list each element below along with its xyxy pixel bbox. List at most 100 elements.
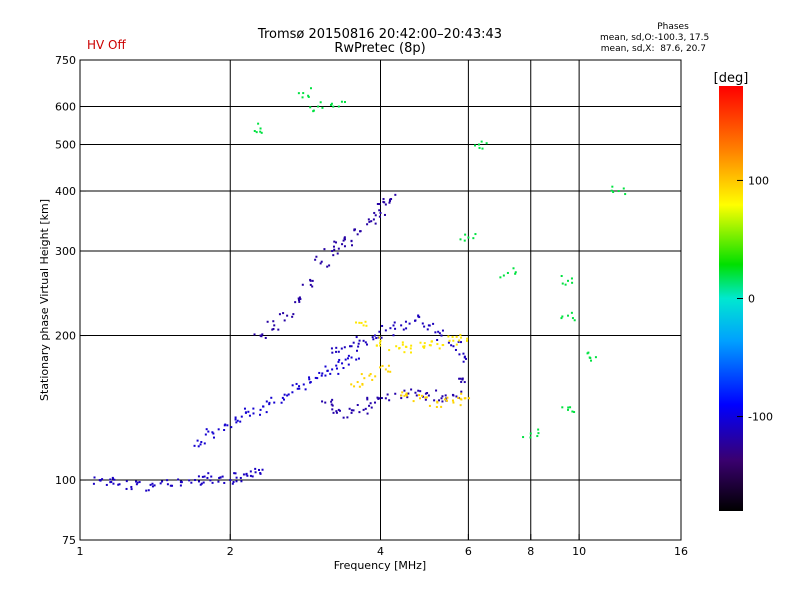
y-tick-label: 200	[55, 330, 76, 343]
data-point-scatter	[424, 396, 427, 399]
data-point-scatter	[388, 200, 391, 203]
data-point	[463, 381, 466, 384]
y-axis-label: Stationary phase Virtual Height [km]	[38, 199, 51, 401]
data-point-scatter	[246, 474, 249, 477]
data-point	[384, 203, 387, 206]
data-point-scatter	[101, 478, 104, 481]
data-point-scatter	[437, 330, 440, 333]
data-point-scatter	[379, 366, 382, 369]
data-point	[286, 394, 289, 397]
data-point-scatter	[376, 202, 379, 205]
y-tick-label: 600	[55, 101, 76, 114]
data-point-scatter	[291, 391, 294, 394]
data-point-scatter	[200, 482, 203, 485]
data-point-scatter	[259, 413, 262, 416]
data-point-scatter	[235, 421, 238, 424]
data-point-scatter	[343, 245, 346, 248]
data-point-scatter	[447, 335, 450, 338]
data-point-scatter	[466, 337, 469, 340]
data-point-scatter	[419, 341, 422, 344]
data-point-scatter	[309, 278, 312, 281]
data-point-scatter	[326, 265, 329, 268]
data-point-scatter	[380, 336, 383, 339]
data-point-scatter	[459, 238, 462, 241]
data-point-scatter	[179, 484, 182, 487]
data-point-scatter	[421, 322, 424, 325]
data-point-scatter	[379, 344, 382, 347]
data-point-scatter	[561, 406, 564, 409]
data-point	[440, 397, 443, 400]
data-point-scatter	[240, 415, 243, 418]
data-point-scatter	[177, 478, 180, 481]
data-point-scatter	[335, 346, 338, 349]
data-point-scatter	[374, 375, 377, 378]
data-point-scatter	[342, 239, 345, 242]
data-point	[436, 343, 439, 346]
data-point-scatter	[364, 407, 367, 410]
data-point-scatter	[536, 435, 539, 438]
data-point-scatter	[360, 321, 363, 324]
data-point-scatter	[561, 315, 564, 318]
data-point-scatter	[365, 324, 368, 327]
data-point-scatter	[196, 439, 199, 442]
data-point-scatter	[405, 327, 408, 330]
data-point	[298, 300, 301, 303]
data-point-scatter	[343, 236, 346, 239]
data-point-scatter	[203, 475, 206, 478]
data-point-scatter	[537, 432, 540, 435]
data-point-scatter	[570, 277, 573, 280]
data-point-scatter	[459, 333, 462, 336]
hv-status-label: HV Off	[87, 38, 126, 52]
data-point-scatter	[570, 311, 573, 314]
phases-x-line: mean, sd,X: 87.6, 20.7	[600, 44, 706, 54]
data-point	[259, 127, 262, 130]
data-point-scatter	[457, 396, 460, 399]
data-point-scatter	[461, 378, 464, 381]
data-point-scatter	[252, 412, 255, 415]
data-point-scatter	[480, 140, 483, 143]
data-point-scatter	[415, 394, 418, 397]
data-point-scatter	[343, 346, 346, 349]
data-point-scatter	[135, 480, 138, 483]
data-point-scatter	[466, 339, 469, 342]
data-point	[384, 368, 387, 371]
data-point-scatter	[349, 345, 352, 348]
data-point	[427, 394, 430, 397]
data-point	[467, 236, 470, 239]
data-point-scatter	[308, 376, 311, 379]
data-point	[341, 362, 344, 365]
chart-title: Tromsø 20150816 20:42:00–20:43:43 RwPret…	[220, 28, 540, 56]
data-point-scatter	[324, 365, 327, 368]
data-point-scatter	[348, 407, 351, 410]
y-tick-label: 750	[55, 54, 76, 67]
data-point-scatter	[458, 339, 461, 342]
data-point-scatter	[358, 321, 361, 324]
data-point-scatter	[350, 383, 353, 386]
data-point-scatter	[401, 343, 404, 346]
data-point-scatter	[358, 411, 361, 414]
data-point-scatter	[393, 321, 396, 324]
data-point-scatter	[319, 262, 322, 265]
data-point	[194, 479, 197, 482]
data-point-scatter	[351, 244, 354, 247]
data-point-scatter	[280, 401, 283, 404]
data-point-scatter	[328, 264, 331, 267]
data-point-scatter	[342, 367, 345, 370]
data-point	[331, 250, 334, 253]
data-point-scatter	[331, 404, 334, 407]
data-point-scatter	[197, 480, 200, 483]
data-point-scatter	[331, 398, 334, 401]
data-point-scatter	[355, 358, 358, 361]
data-point-scatter	[223, 481, 226, 484]
data-point-scatter	[136, 481, 139, 484]
data-point	[414, 391, 417, 394]
data-point-scatter	[452, 339, 455, 342]
data-point-scatter	[259, 130, 262, 133]
data-point-scatter	[204, 433, 207, 436]
data-point-scatter	[364, 320, 367, 323]
data-point-scatter	[109, 478, 112, 481]
data-point-scatter	[233, 472, 236, 475]
data-point-scatter	[418, 394, 421, 397]
data-point-scatter	[433, 399, 436, 402]
